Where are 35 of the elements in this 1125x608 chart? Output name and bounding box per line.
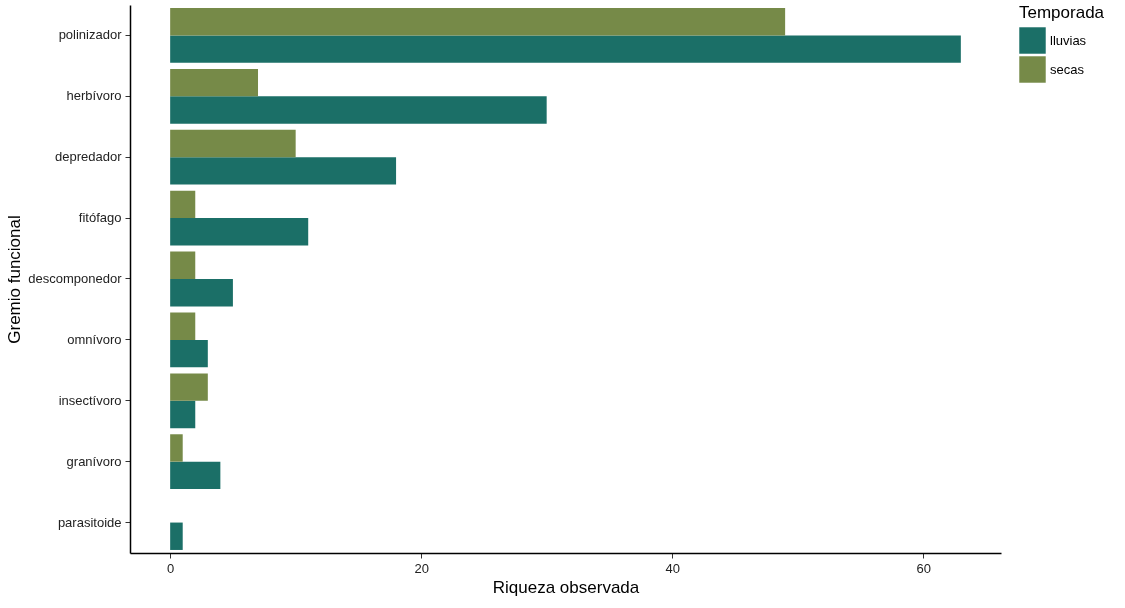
x-axis-title: Riqueza observada xyxy=(492,577,640,597)
y-tick-label: herbívoro xyxy=(66,88,122,104)
bar xyxy=(170,339,208,368)
y-tick-label: descomponedor xyxy=(28,271,123,286)
bar xyxy=(170,373,208,401)
bar xyxy=(170,8,786,36)
x-tick-label: 40 xyxy=(665,560,680,576)
bar xyxy=(170,218,309,246)
y-tick-label: fitófago xyxy=(78,210,122,226)
bar xyxy=(170,279,233,307)
x-tick-label: 20 xyxy=(414,560,429,576)
legend-label: lluvias xyxy=(1050,32,1087,48)
bar xyxy=(170,157,397,185)
bar xyxy=(170,190,196,219)
bar xyxy=(170,129,296,158)
bar xyxy=(170,400,196,429)
bar xyxy=(170,68,259,97)
bar xyxy=(170,96,547,124)
y-tick-label: parasitoide xyxy=(57,514,122,530)
bar xyxy=(170,522,183,550)
bar xyxy=(170,434,183,462)
y-tick-label: omnívoro xyxy=(67,331,122,347)
x-tick-label: 0 xyxy=(167,560,175,576)
bar xyxy=(170,312,196,340)
y-tick-label: depredador xyxy=(55,149,123,165)
bar xyxy=(170,251,196,279)
x-tick-label: 60 xyxy=(916,560,931,576)
y-tick-label: polinizador xyxy=(58,27,123,43)
legend-title: Temporada xyxy=(1019,3,1105,22)
bar xyxy=(170,461,221,490)
legend-label: secas xyxy=(1050,61,1085,77)
bar xyxy=(170,35,961,63)
y-tick-label: insectívoro xyxy=(58,392,122,408)
y-axis-title: Gremio funcional xyxy=(5,215,25,344)
y-tick-label: granívoro xyxy=(66,453,122,469)
